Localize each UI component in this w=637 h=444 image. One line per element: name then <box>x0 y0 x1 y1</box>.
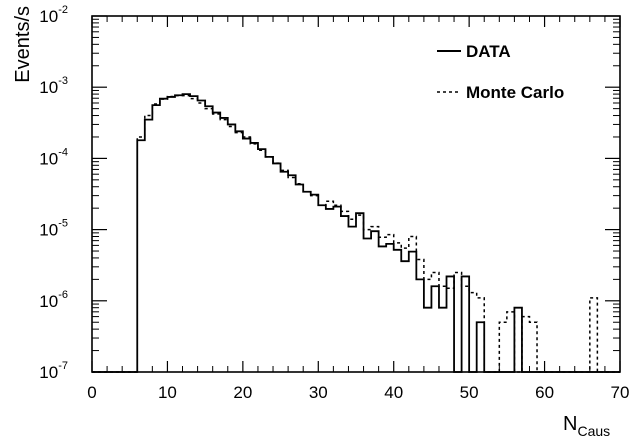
x-axis-title-main: N <box>563 413 577 435</box>
y-tick-base: 10 <box>39 292 58 311</box>
y-tick-exponent: -2 <box>58 4 68 16</box>
y-tick-base: 10 <box>39 221 58 240</box>
x-axis-title: NCaus <box>563 413 610 439</box>
y-tick-base: 10 <box>39 7 58 26</box>
x-tick-label: 10 <box>158 383 177 402</box>
legend-label-mc: Monte Carlo <box>466 83 564 102</box>
x-tick-label: 60 <box>535 383 554 402</box>
x-tick-label: 30 <box>309 383 328 402</box>
x-tick-label: 70 <box>611 383 630 402</box>
y-tick-label: 10-2 <box>39 4 68 26</box>
x-tick-label: 20 <box>233 383 252 402</box>
y-tick-exponent: -7 <box>58 360 68 372</box>
legend-label-data: DATA <box>466 42 511 61</box>
x-tick-label: 50 <box>460 383 479 402</box>
x-tick-label: 40 <box>384 383 403 402</box>
plot-area <box>91 15 621 373</box>
y-tick-base: 10 <box>39 149 58 168</box>
y-tick-exponent: -5 <box>58 218 68 230</box>
y-tick-label: 10-3 <box>39 75 68 97</box>
y-tick-label: 10-6 <box>39 289 68 311</box>
y-tick-exponent: -6 <box>58 289 68 301</box>
data-histogram-line <box>92 93 620 373</box>
y-tick-label: 10-7 <box>39 360 68 382</box>
y-tick-base: 10 <box>39 78 58 97</box>
y-tick-exponent: -3 <box>58 75 68 87</box>
x-tick-label: 0 <box>87 383 96 402</box>
y-tick-base: 10 <box>39 363 58 382</box>
series-layer <box>92 93 620 373</box>
monte-carlo-histogram-line <box>92 94 620 373</box>
y-tick-label: 10-5 <box>39 218 68 240</box>
y-tick-exponent: -4 <box>58 146 68 158</box>
plot-frame <box>91 15 621 373</box>
y-tick-label: 10-4 <box>39 146 68 168</box>
legend: DATA Monte Carlo <box>437 42 564 102</box>
x-axis-title-sub: Caus <box>577 423 610 439</box>
y-axis-title: Events/s <box>12 6 34 83</box>
